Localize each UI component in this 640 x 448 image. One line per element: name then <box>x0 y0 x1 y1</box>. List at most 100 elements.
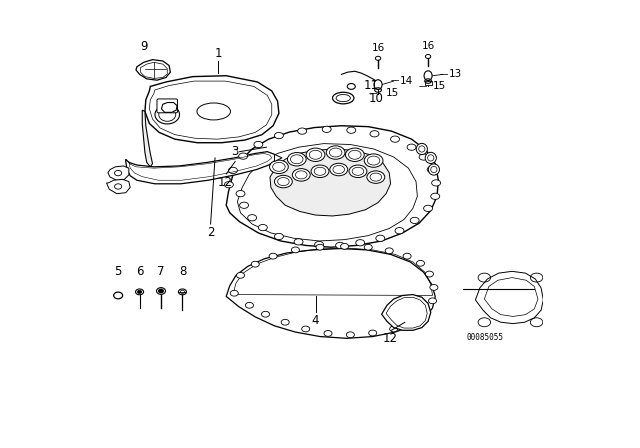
Ellipse shape <box>416 143 428 155</box>
Ellipse shape <box>262 311 269 317</box>
Ellipse shape <box>254 142 263 148</box>
Ellipse shape <box>429 298 436 304</box>
Ellipse shape <box>333 92 354 104</box>
Ellipse shape <box>364 244 372 250</box>
Ellipse shape <box>236 190 245 197</box>
Ellipse shape <box>330 163 348 176</box>
Polygon shape <box>226 126 438 247</box>
Text: 00085055: 00085055 <box>467 333 504 342</box>
Polygon shape <box>424 81 431 85</box>
Polygon shape <box>476 271 543 323</box>
Ellipse shape <box>239 202 248 208</box>
Ellipse shape <box>306 148 325 161</box>
Text: 16: 16 <box>422 41 435 51</box>
Ellipse shape <box>179 289 186 295</box>
Ellipse shape <box>248 215 257 221</box>
Polygon shape <box>106 179 130 194</box>
Ellipse shape <box>347 127 356 134</box>
Ellipse shape <box>376 235 385 241</box>
Ellipse shape <box>430 284 438 290</box>
Ellipse shape <box>356 240 365 246</box>
Polygon shape <box>136 60 170 80</box>
Ellipse shape <box>316 244 324 250</box>
Polygon shape <box>270 149 390 216</box>
Ellipse shape <box>348 83 355 89</box>
Ellipse shape <box>281 319 289 325</box>
Ellipse shape <box>374 80 382 90</box>
Polygon shape <box>142 110 152 167</box>
Ellipse shape <box>417 260 424 266</box>
Text: 15: 15 <box>433 82 446 91</box>
Ellipse shape <box>425 152 436 164</box>
Text: 4: 4 <box>312 314 319 327</box>
Ellipse shape <box>346 332 355 338</box>
Text: 7: 7 <box>157 265 164 278</box>
Text: 15: 15 <box>386 88 399 98</box>
Ellipse shape <box>136 289 143 295</box>
Polygon shape <box>275 154 282 161</box>
Polygon shape <box>381 295 431 330</box>
Text: 11: 11 <box>364 79 379 92</box>
Ellipse shape <box>421 310 429 315</box>
Text: 13: 13 <box>449 69 462 79</box>
Ellipse shape <box>315 241 324 248</box>
Text: 8: 8 <box>179 265 186 278</box>
Ellipse shape <box>370 131 379 137</box>
Ellipse shape <box>364 154 383 167</box>
Ellipse shape <box>340 243 349 249</box>
Ellipse shape <box>324 331 332 336</box>
Ellipse shape <box>431 193 440 199</box>
Ellipse shape <box>275 233 284 240</box>
Ellipse shape <box>298 128 307 134</box>
Ellipse shape <box>259 224 268 231</box>
Text: 2: 2 <box>207 226 214 239</box>
Ellipse shape <box>269 253 277 259</box>
Ellipse shape <box>294 239 303 245</box>
Polygon shape <box>161 103 177 112</box>
Text: —: — <box>419 82 427 91</box>
FancyBboxPatch shape <box>157 99 177 113</box>
Ellipse shape <box>237 272 244 278</box>
Ellipse shape <box>403 253 411 259</box>
Ellipse shape <box>158 289 164 293</box>
Text: 3: 3 <box>231 145 239 158</box>
Polygon shape <box>108 166 129 180</box>
Ellipse shape <box>301 326 310 332</box>
Text: —: — <box>369 89 377 98</box>
Text: 10: 10 <box>369 91 384 104</box>
Polygon shape <box>145 76 279 143</box>
Ellipse shape <box>419 154 428 160</box>
Ellipse shape <box>367 171 385 183</box>
Text: 9: 9 <box>140 40 147 53</box>
Ellipse shape <box>287 152 306 166</box>
Ellipse shape <box>275 175 292 188</box>
Ellipse shape <box>230 290 238 296</box>
Ellipse shape <box>311 165 329 177</box>
Ellipse shape <box>408 319 415 325</box>
Ellipse shape <box>428 164 440 175</box>
Ellipse shape <box>275 133 284 139</box>
Ellipse shape <box>326 146 345 159</box>
Ellipse shape <box>335 242 344 249</box>
Text: 16: 16 <box>371 43 385 53</box>
Text: 6: 6 <box>136 265 143 278</box>
Polygon shape <box>125 152 276 184</box>
Ellipse shape <box>407 144 416 151</box>
Ellipse shape <box>427 166 436 172</box>
Ellipse shape <box>245 302 253 308</box>
Ellipse shape <box>157 288 166 294</box>
Ellipse shape <box>155 105 180 124</box>
Ellipse shape <box>292 168 310 181</box>
Ellipse shape <box>385 248 393 254</box>
Text: 5: 5 <box>115 265 122 278</box>
Ellipse shape <box>390 136 399 142</box>
Ellipse shape <box>424 205 433 211</box>
Ellipse shape <box>346 148 364 161</box>
Polygon shape <box>226 249 435 338</box>
Text: 1: 1 <box>214 47 222 60</box>
Ellipse shape <box>349 165 367 177</box>
Text: —: — <box>440 70 449 79</box>
Ellipse shape <box>426 271 433 277</box>
Text: 12: 12 <box>218 176 233 189</box>
Ellipse shape <box>410 217 419 224</box>
